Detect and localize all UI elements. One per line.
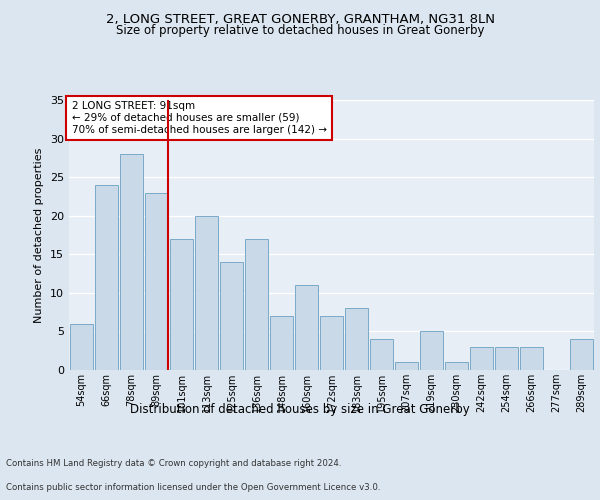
Bar <box>295 285 318 370</box>
Bar <box>570 339 593 370</box>
Bar <box>420 332 443 370</box>
Text: 2, LONG STREET, GREAT GONERBY, GRANTHAM, NG31 8LN: 2, LONG STREET, GREAT GONERBY, GRANTHAM,… <box>106 12 494 26</box>
Y-axis label: Number of detached properties: Number of detached properties <box>34 148 44 322</box>
Bar <box>195 216 218 370</box>
Bar <box>370 339 393 370</box>
Bar <box>445 362 468 370</box>
Bar <box>220 262 243 370</box>
Bar <box>245 239 268 370</box>
Text: Contains HM Land Registry data © Crown copyright and database right 2024.: Contains HM Land Registry data © Crown c… <box>6 458 341 468</box>
Bar <box>95 185 118 370</box>
Bar <box>395 362 418 370</box>
Bar <box>270 316 293 370</box>
Bar <box>320 316 343 370</box>
Bar <box>470 347 493 370</box>
Bar <box>495 347 518 370</box>
Bar <box>120 154 143 370</box>
Text: Size of property relative to detached houses in Great Gonerby: Size of property relative to detached ho… <box>116 24 484 37</box>
Bar <box>145 192 168 370</box>
Bar <box>70 324 93 370</box>
Text: Distribution of detached houses by size in Great Gonerby: Distribution of detached houses by size … <box>130 402 470 415</box>
Bar <box>170 239 193 370</box>
Bar <box>345 308 368 370</box>
Text: 2 LONG STREET: 91sqm
← 29% of detached houses are smaller (59)
70% of semi-detac: 2 LONG STREET: 91sqm ← 29% of detached h… <box>71 102 326 134</box>
Bar <box>520 347 543 370</box>
Text: Contains public sector information licensed under the Open Government Licence v3: Contains public sector information licen… <box>6 484 380 492</box>
